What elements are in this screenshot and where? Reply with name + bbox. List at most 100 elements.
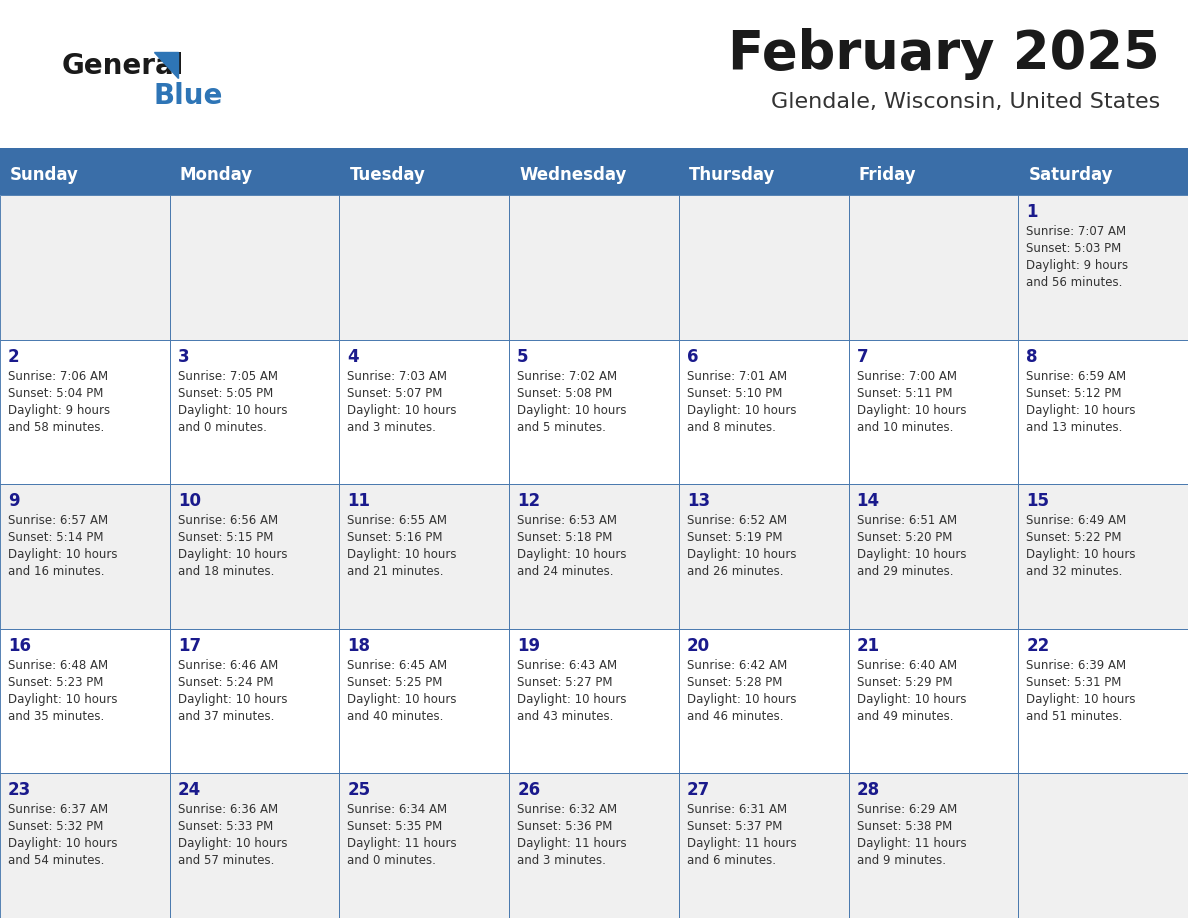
Text: Sunset: 5:29 PM: Sunset: 5:29 PM	[857, 676, 952, 688]
Text: 24: 24	[178, 781, 201, 800]
Text: Sunrise: 6:49 AM: Sunrise: 6:49 AM	[1026, 514, 1126, 527]
Text: and 21 minutes.: and 21 minutes.	[347, 565, 444, 578]
Text: Sunrise: 7:03 AM: Sunrise: 7:03 AM	[347, 370, 448, 383]
Text: Daylight: 10 hours: Daylight: 10 hours	[1026, 404, 1136, 417]
Text: Sunset: 5:24 PM: Sunset: 5:24 PM	[178, 676, 273, 688]
Text: Sunrise: 6:57 AM: Sunrise: 6:57 AM	[8, 514, 108, 527]
Text: and 43 minutes.: and 43 minutes.	[517, 710, 613, 722]
Text: 2: 2	[8, 348, 20, 365]
Text: 6: 6	[687, 348, 699, 365]
Text: and 49 minutes.: and 49 minutes.	[857, 710, 953, 722]
Text: Daylight: 10 hours: Daylight: 10 hours	[178, 693, 287, 706]
Text: Daylight: 10 hours: Daylight: 10 hours	[178, 837, 287, 850]
Text: 28: 28	[857, 781, 879, 800]
Text: 16: 16	[8, 637, 31, 655]
Text: Sunrise: 6:52 AM: Sunrise: 6:52 AM	[687, 514, 786, 527]
Bar	[0, 629, 170, 773]
Text: Daylight: 10 hours: Daylight: 10 hours	[8, 693, 118, 706]
Text: 18: 18	[347, 637, 371, 655]
Text: Sunset: 5:28 PM: Sunset: 5:28 PM	[687, 676, 782, 688]
Text: Sunset: 5:18 PM: Sunset: 5:18 PM	[517, 532, 613, 544]
Text: Sunset: 5:31 PM: Sunset: 5:31 PM	[1026, 676, 1121, 688]
Bar	[1018, 195, 1188, 340]
Bar	[340, 629, 510, 773]
Text: and 5 minutes.: and 5 minutes.	[517, 420, 606, 433]
Bar	[510, 773, 678, 918]
Text: Daylight: 10 hours: Daylight: 10 hours	[517, 693, 626, 706]
Text: Sunset: 5:20 PM: Sunset: 5:20 PM	[857, 532, 952, 544]
Text: 13: 13	[687, 492, 710, 510]
Text: Daylight: 10 hours: Daylight: 10 hours	[347, 693, 457, 706]
Text: and 9 minutes.: and 9 minutes.	[857, 855, 946, 868]
Text: February 2025: February 2025	[728, 28, 1159, 80]
Text: Daylight: 10 hours: Daylight: 10 hours	[687, 548, 796, 561]
Text: 27: 27	[687, 781, 710, 800]
Bar	[848, 484, 1018, 629]
Text: and 0 minutes.: and 0 minutes.	[347, 855, 436, 868]
Text: Sunrise: 6:55 AM: Sunrise: 6:55 AM	[347, 514, 448, 527]
Bar	[170, 773, 340, 918]
Text: Sunset: 5:10 PM: Sunset: 5:10 PM	[687, 386, 782, 399]
Text: Sunset: 5:38 PM: Sunset: 5:38 PM	[857, 821, 952, 834]
Text: Sunrise: 6:37 AM: Sunrise: 6:37 AM	[8, 803, 108, 816]
Text: Daylight: 10 hours: Daylight: 10 hours	[687, 693, 796, 706]
Bar	[848, 340, 1018, 484]
Bar	[0, 484, 170, 629]
Text: 11: 11	[347, 492, 371, 510]
Text: and 26 minutes.: and 26 minutes.	[687, 565, 783, 578]
Text: and 10 minutes.: and 10 minutes.	[857, 420, 953, 433]
Text: Sunset: 5:25 PM: Sunset: 5:25 PM	[347, 676, 443, 688]
Text: Sunset: 5:36 PM: Sunset: 5:36 PM	[517, 821, 613, 834]
Bar	[1018, 773, 1188, 918]
Text: Sunset: 5:19 PM: Sunset: 5:19 PM	[687, 532, 783, 544]
Text: 14: 14	[857, 492, 879, 510]
Bar	[848, 773, 1018, 918]
Text: 1: 1	[1026, 203, 1038, 221]
Text: Daylight: 10 hours: Daylight: 10 hours	[517, 404, 626, 417]
Text: and 13 minutes.: and 13 minutes.	[1026, 420, 1123, 433]
Text: and 51 minutes.: and 51 minutes.	[1026, 710, 1123, 722]
Text: and 54 minutes.: and 54 minutes.	[8, 855, 105, 868]
Text: Sunset: 5:23 PM: Sunset: 5:23 PM	[8, 676, 103, 688]
Text: and 0 minutes.: and 0 minutes.	[178, 420, 266, 433]
Text: 15: 15	[1026, 492, 1049, 510]
Text: Daylight: 10 hours: Daylight: 10 hours	[178, 404, 287, 417]
Text: and 3 minutes.: and 3 minutes.	[517, 855, 606, 868]
Bar	[170, 195, 340, 340]
Text: Sunset: 5:12 PM: Sunset: 5:12 PM	[1026, 386, 1121, 399]
Text: Sunrise: 6:39 AM: Sunrise: 6:39 AM	[1026, 659, 1126, 672]
Bar	[678, 340, 848, 484]
Text: Sunset: 5:14 PM: Sunset: 5:14 PM	[8, 532, 103, 544]
Text: Sunrise: 7:02 AM: Sunrise: 7:02 AM	[517, 370, 618, 383]
Bar	[1018, 484, 1188, 629]
Polygon shape	[154, 52, 178, 78]
Text: and 18 minutes.: and 18 minutes.	[178, 565, 274, 578]
Bar	[1018, 340, 1188, 484]
Text: Sunrise: 7:07 AM: Sunrise: 7:07 AM	[1026, 225, 1126, 238]
Bar	[340, 484, 510, 629]
Text: Daylight: 10 hours: Daylight: 10 hours	[517, 548, 626, 561]
Text: 26: 26	[517, 781, 541, 800]
Text: Sunset: 5:03 PM: Sunset: 5:03 PM	[1026, 242, 1121, 255]
Bar	[170, 340, 340, 484]
Text: Sunrise: 6:42 AM: Sunrise: 6:42 AM	[687, 659, 788, 672]
Text: Daylight: 10 hours: Daylight: 10 hours	[347, 548, 457, 561]
Text: 19: 19	[517, 637, 541, 655]
Text: 21: 21	[857, 637, 879, 655]
Text: and 58 minutes.: and 58 minutes.	[8, 420, 105, 433]
Text: Sunrise: 7:05 AM: Sunrise: 7:05 AM	[178, 370, 278, 383]
Text: 23: 23	[8, 781, 31, 800]
Text: Thursday: Thursday	[689, 166, 776, 184]
Text: Sunday: Sunday	[10, 166, 78, 184]
Text: Daylight: 9 hours: Daylight: 9 hours	[8, 404, 110, 417]
Text: Sunset: 5:05 PM: Sunset: 5:05 PM	[178, 386, 273, 399]
Text: 9: 9	[8, 492, 20, 510]
Text: and 56 minutes.: and 56 minutes.	[1026, 276, 1123, 289]
Text: Daylight: 10 hours: Daylight: 10 hours	[347, 404, 457, 417]
Text: Sunrise: 6:59 AM: Sunrise: 6:59 AM	[1026, 370, 1126, 383]
Text: Daylight: 10 hours: Daylight: 10 hours	[857, 548, 966, 561]
Bar	[510, 340, 678, 484]
Text: General: General	[62, 52, 184, 80]
Text: 25: 25	[347, 781, 371, 800]
Text: and 6 minutes.: and 6 minutes.	[687, 855, 776, 868]
